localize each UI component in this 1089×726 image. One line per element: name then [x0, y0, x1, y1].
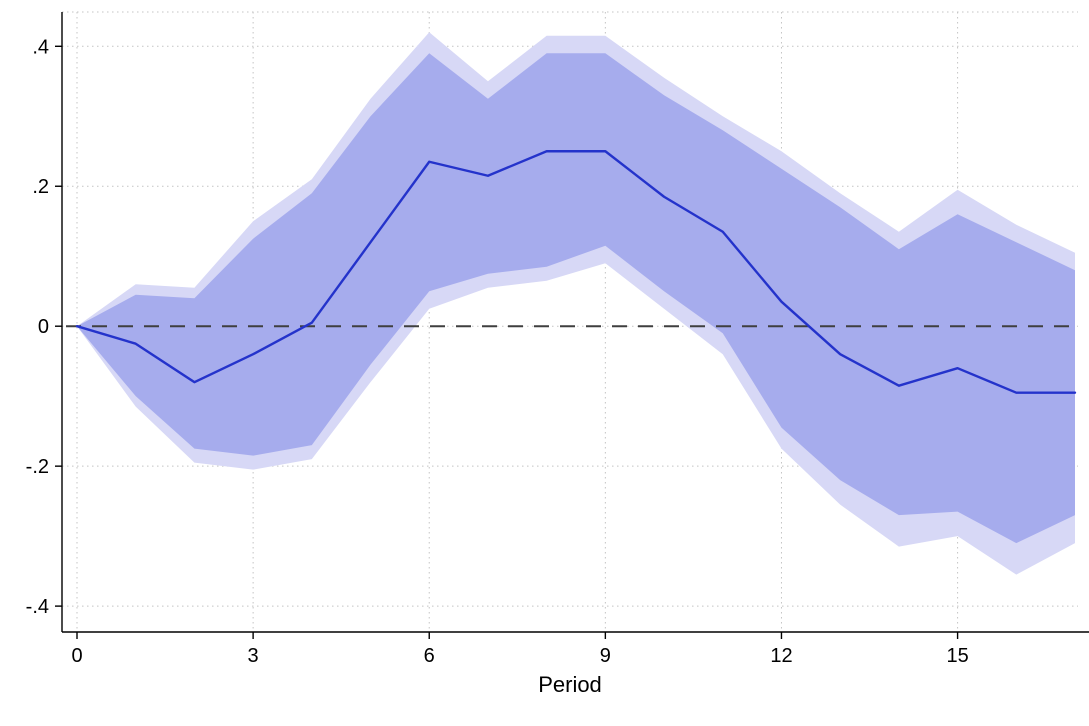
y-tick-label: 0: [38, 316, 49, 338]
irf-line: [75, 150, 1077, 394]
y-tick-label: -.4: [26, 596, 49, 618]
x-tick-label: 0: [71, 645, 82, 667]
y-tick-label: .4: [32, 36, 49, 58]
x-tick-label: 12: [770, 645, 792, 667]
y-tick-label: -.2: [26, 456, 49, 478]
confidence-band-inner: [77, 53, 1075, 544]
x-tick-label: 9: [600, 645, 611, 667]
x-tick-label: 6: [424, 645, 435, 667]
y-tick-label: .2: [32, 176, 49, 198]
x-tick-label: 15: [946, 645, 968, 667]
x-tick-label: 3: [248, 645, 259, 667]
x-axis-title: Period: [538, 672, 602, 697]
